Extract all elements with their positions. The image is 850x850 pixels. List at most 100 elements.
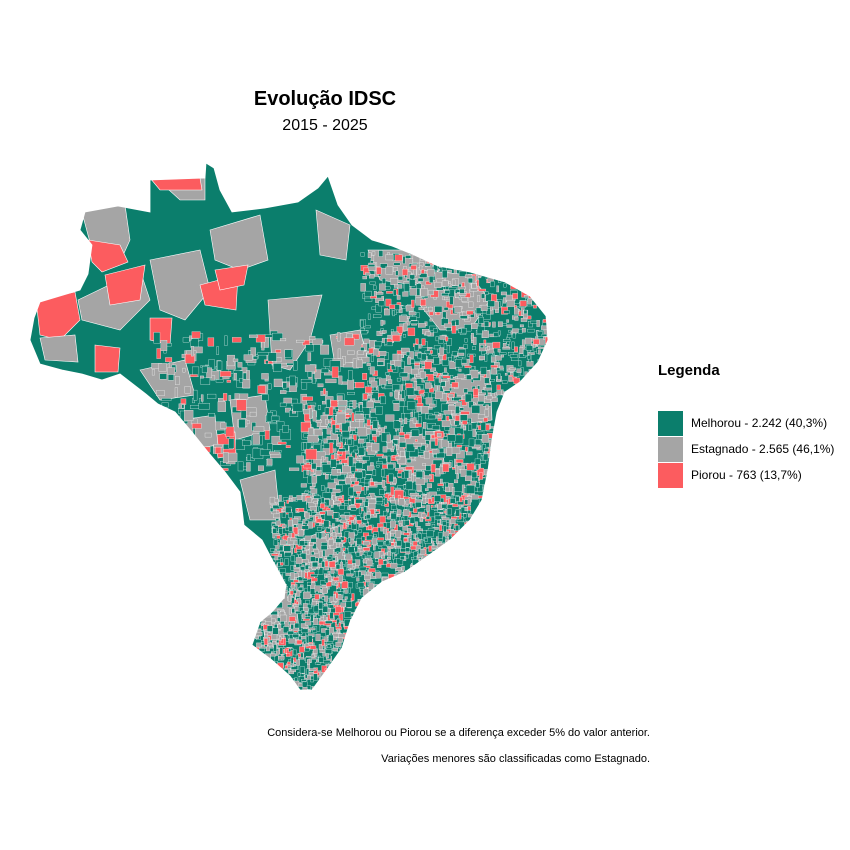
municipality-cell [503, 297, 507, 304]
municipality-cell [497, 348, 501, 353]
municipality-cell [324, 686, 329, 690]
municipality-cell [401, 390, 405, 399]
municipality-cell [452, 587, 456, 595]
municipality-cell [454, 568, 458, 576]
municipality-cell [347, 546, 355, 553]
municipality-cell [415, 537, 420, 541]
municipality-cell [488, 265, 495, 272]
municipality-cell [305, 545, 310, 550]
municipality-cell [279, 568, 286, 573]
municipality-cell [266, 662, 272, 671]
municipality-cell [267, 590, 271, 594]
municipality-cell [466, 374, 472, 380]
municipality-cell [264, 673, 268, 676]
municipality-cell [354, 687, 357, 690]
municipality-cell [528, 289, 534, 293]
municipality-cell [385, 372, 390, 376]
municipality-cell [242, 379, 251, 389]
municipality-cell [407, 357, 411, 365]
municipality-cell [332, 523, 335, 528]
municipality-cell [385, 508, 389, 513]
municipality-cell [288, 648, 292, 652]
municipality-cell [463, 388, 468, 393]
municipality-cell [401, 575, 410, 581]
municipality-cell [396, 326, 403, 334]
municipality-cell [502, 347, 511, 350]
municipality-cell [489, 497, 495, 507]
municipality-cell [518, 286, 522, 290]
municipality-cell [322, 683, 330, 689]
municipality-cell [358, 446, 365, 456]
municipality-cell [335, 641, 342, 647]
municipality-cell [298, 529, 304, 537]
municipality-cell [332, 424, 336, 434]
municipality-cell [490, 368, 497, 375]
municipality-cell [340, 678, 348, 685]
municipality-cell [414, 587, 422, 595]
municipality-cell [348, 521, 352, 525]
municipality-cell [496, 285, 499, 293]
municipality-cell [239, 378, 243, 383]
municipality-cell [401, 573, 405, 582]
municipality-cell [468, 583, 474, 587]
municipality-cell [536, 396, 541, 401]
legend-swatch-estagnado [658, 436, 683, 462]
municipality-cell [333, 679, 337, 687]
municipality-cell [523, 349, 528, 357]
municipality-cell [512, 332, 516, 339]
municipality-cell [329, 677, 336, 681]
municipality-cell [333, 577, 340, 581]
municipality-cell [366, 571, 370, 576]
municipality-cell [285, 526, 290, 531]
municipality-cell [371, 306, 377, 310]
municipality-cell [276, 680, 283, 685]
municipality-cell [182, 337, 190, 343]
municipality-cell [361, 554, 366, 560]
municipality-cell [357, 582, 365, 588]
municipality-cell [269, 606, 272, 611]
municipality-cell [474, 251, 481, 257]
municipality-cell [176, 459, 182, 463]
municipality-cell [533, 304, 537, 309]
municipality-cell [496, 384, 501, 391]
municipality-cell [184, 386, 191, 394]
municipality-cell [326, 644, 331, 649]
municipality-cell [444, 448, 447, 454]
legend-swatch-piorou [658, 462, 683, 488]
municipality-cell [267, 597, 273, 604]
municipality-cell [518, 360, 522, 367]
municipality-cell [395, 270, 399, 276]
municipality-cell [464, 274, 473, 278]
municipality-cell [451, 446, 461, 454]
municipality-cell [349, 434, 353, 438]
municipality-cell [213, 444, 223, 448]
municipality-cell [402, 334, 406, 338]
municipality-cell [292, 518, 299, 525]
municipality-cell [479, 472, 483, 480]
municipality-cell [539, 373, 546, 381]
municipality-cell [252, 669, 258, 673]
municipality-cell [370, 295, 377, 299]
municipality-cell [499, 365, 504, 370]
municipality-cell [263, 664, 269, 672]
municipality-cell [451, 351, 458, 356]
municipality-cell [323, 660, 331, 664]
municipality-cell [395, 578, 402, 583]
municipality-cell [207, 393, 217, 399]
municipality-cell [504, 373, 508, 376]
municipality-cell [459, 577, 462, 584]
municipality-cell [471, 405, 481, 414]
municipality-cell [350, 569, 355, 575]
municipality-cell [161, 424, 170, 435]
municipality-cell [527, 272, 534, 280]
municipality-cell [489, 462, 496, 466]
municipality-cell [514, 307, 519, 315]
municipality-cell [407, 327, 416, 336]
municipality-cell [451, 487, 455, 496]
municipality-cell [410, 265, 417, 270]
municipality-cell [335, 538, 342, 543]
municipality-cell [280, 562, 284, 566]
municipality-cell [463, 564, 468, 569]
municipality-cell [406, 443, 416, 452]
municipality-cell [190, 374, 198, 377]
